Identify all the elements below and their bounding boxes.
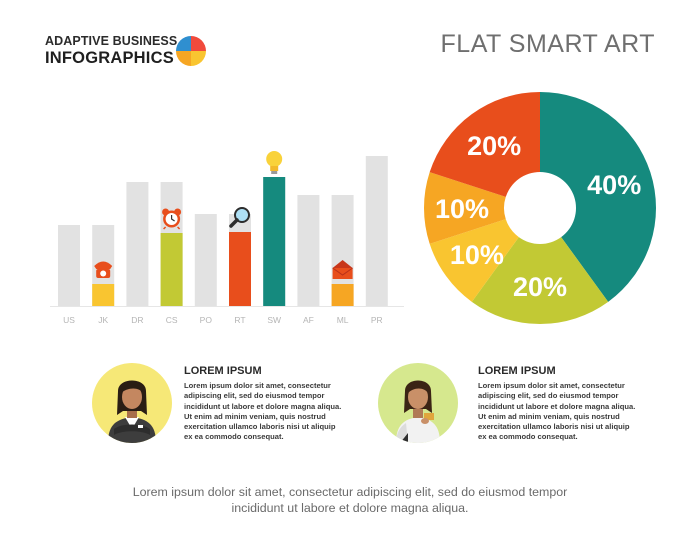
- pie-slice-label-5: 20%: [467, 131, 521, 161]
- footer-line2: incididunt ut labore et dolore magna ali…: [231, 501, 469, 515]
- avatar-businesswoman-2: [378, 363, 458, 443]
- pie-slice-1: [540, 92, 656, 302]
- pie-slice-label-4: 10%: [435, 194, 489, 224]
- telephone-icon: [94, 261, 113, 278]
- info-body-1: Lorem ipsum dolor sit amet, consectetur …: [184, 381, 342, 442]
- info-heading-2: LOREM IPSUM: [478, 365, 556, 377]
- bar-tick-label-ml: ML: [337, 315, 349, 325]
- alarm-clock-icon: [162, 208, 182, 230]
- bar-value-ml: [331, 284, 354, 306]
- bar-tick-label-sw: SW: [267, 315, 281, 325]
- envelope-icon: [332, 260, 353, 279]
- bar-background-pr: [365, 156, 388, 306]
- logo: ADAPTIVE BUSINESS INFOGRAPHICS: [45, 34, 177, 68]
- lightbulb-icon: [266, 151, 283, 174]
- pie-slice-5: [429, 92, 540, 197]
- pie-slice-2: [471, 237, 609, 325]
- bar-tick-label-po: PO: [200, 315, 213, 325]
- info-body-2: Lorem ipsum dolor sit amet, consectetur …: [478, 381, 636, 442]
- pie-slice-3: [429, 219, 519, 302]
- pie-slice-label-1: 40%: [587, 170, 641, 200]
- avatar-businesswoman-1: [92, 363, 172, 443]
- info-heading-1: LOREM IPSUM: [184, 365, 262, 377]
- bar-value-sw: [263, 177, 286, 306]
- bar-tick-label-pr: PR: [371, 315, 383, 325]
- bar-background-af: [297, 195, 320, 306]
- footer-text: Lorem ipsum dolor sit amet, consectetur …: [90, 484, 610, 516]
- bar-tick-label-dr: DR: [131, 315, 143, 325]
- info-block-2: LOREM IPSUM Lorem ipsum dolor sit amet, …: [478, 365, 638, 443]
- bar-tick-label-af: AF: [303, 315, 314, 325]
- pie-logo-icon: [176, 36, 206, 66]
- page-title: FLAT SMART ART: [440, 30, 655, 58]
- info-block-1: LOREM IPSUM Lorem ipsum dolor sit amet, …: [184, 365, 344, 443]
- bar-background-dr: [126, 182, 149, 306]
- logo-line2: INFOGRAPHICS: [45, 49, 174, 67]
- bar-value-rt: [229, 232, 251, 306]
- bar-tick-label-jk: JK: [98, 315, 108, 325]
- pie-slice-label-2: 20%: [513, 272, 567, 302]
- bar-tick-label-cs: CS: [166, 315, 178, 325]
- bar-background-us: [58, 225, 80, 306]
- logo-line1: ADAPTIVE BUSINESS: [45, 34, 178, 48]
- magnifier-icon: [229, 207, 250, 228]
- footer-line1: Lorem ipsum dolor sit amet, consectetur …: [132, 485, 568, 499]
- businesswoman-icon: [108, 380, 156, 443]
- bar-value-cs: [160, 233, 183, 306]
- businesswoman-with-card-icon: [396, 380, 440, 443]
- pie-slice-4: [424, 172, 506, 244]
- bar-background-po: [194, 214, 217, 306]
- bar-tick-label-rt: RT: [234, 315, 245, 325]
- bar-value-jk: [92, 284, 115, 306]
- bar-tick-label-us: US: [63, 315, 75, 325]
- pie-slice-label-3: 10%: [450, 240, 504, 270]
